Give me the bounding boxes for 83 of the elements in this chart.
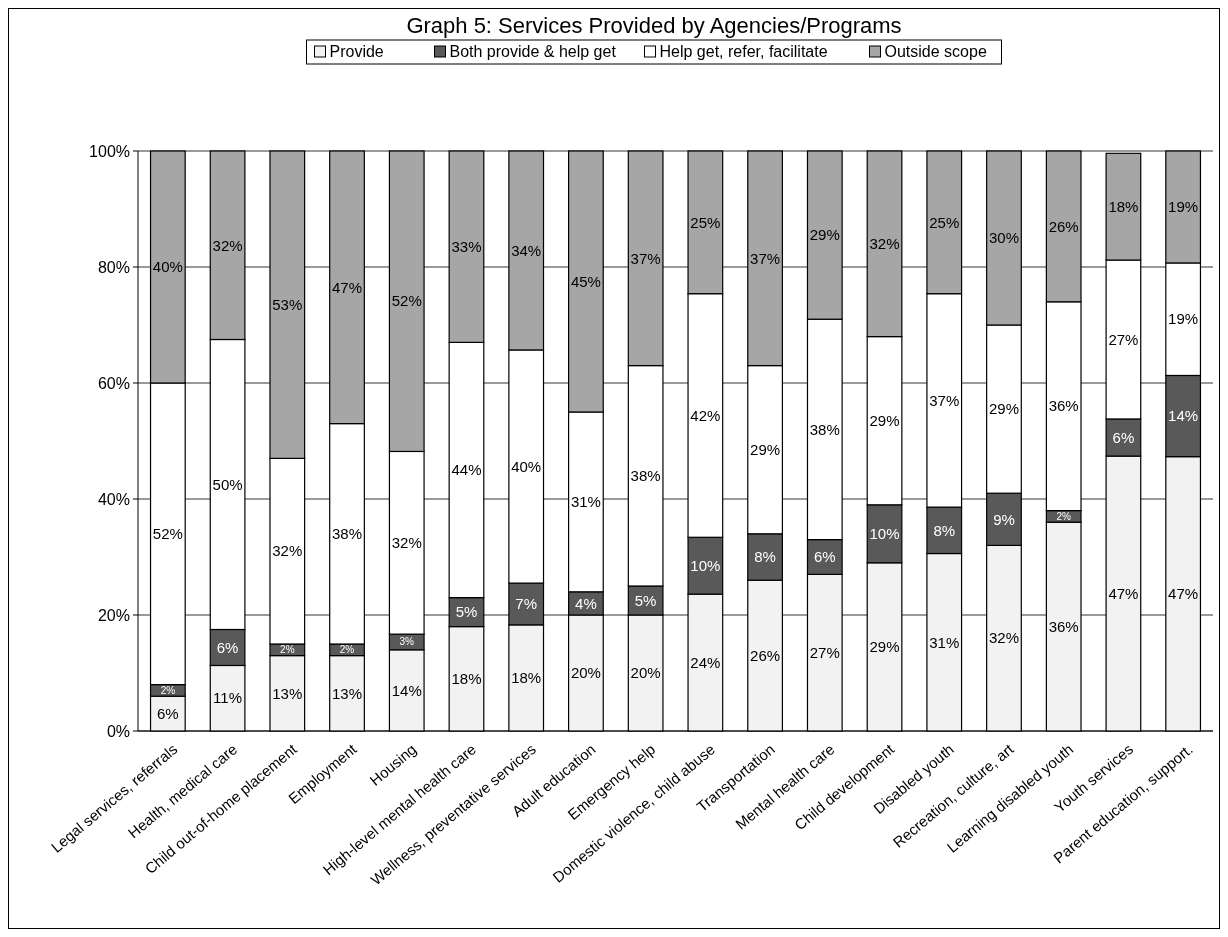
data-label: 40% <box>152 258 183 276</box>
data-label: 27% <box>809 643 840 661</box>
data-label: 38% <box>630 467 661 485</box>
y-tick-label: 100% <box>89 142 130 160</box>
data-label: 20% <box>570 664 601 682</box>
data-label: 2% <box>1056 510 1072 522</box>
data-label: 52% <box>391 292 422 310</box>
data-label: 47% <box>1108 584 1139 602</box>
data-label: 53% <box>272 295 303 313</box>
data-label: 9% <box>993 510 1015 528</box>
data-label: 29% <box>809 226 840 244</box>
data-label: 36% <box>1048 397 1079 415</box>
data-label: 31% <box>570 493 601 511</box>
data-label: 29% <box>750 440 781 458</box>
data-label: 30% <box>988 229 1019 247</box>
data-label: 10% <box>869 525 900 543</box>
data-label: 6% <box>1112 428 1135 446</box>
data-label: 45% <box>570 272 601 290</box>
data-label: 10% <box>690 556 721 574</box>
y-tick-label: 0% <box>106 722 130 740</box>
data-label: 29% <box>869 411 900 429</box>
data-label: 38% <box>809 420 840 438</box>
data-label: 25% <box>929 213 960 231</box>
data-label: 14% <box>1168 407 1199 425</box>
data-label: 44% <box>451 461 482 479</box>
data-label: 13% <box>272 684 303 702</box>
data-label: 32% <box>869 235 900 253</box>
data-label: 2% <box>280 644 295 656</box>
data-label: 32% <box>988 629 1019 647</box>
data-label: 2% <box>160 684 176 696</box>
data-label: 20% <box>630 664 661 682</box>
data-label: 34% <box>511 241 542 259</box>
y-tick-label: 60% <box>97 374 130 392</box>
data-label: 38% <box>332 525 363 543</box>
y-tick-label: 40% <box>97 490 130 508</box>
data-label: 52% <box>152 525 183 543</box>
data-label: 4% <box>575 594 597 612</box>
data-label: 36% <box>1048 617 1079 635</box>
data-label: 3% <box>399 636 415 648</box>
data-label: 8% <box>754 548 776 566</box>
data-label: 37% <box>750 249 781 267</box>
data-label: 32% <box>212 236 243 254</box>
data-label: 11% <box>213 689 243 707</box>
data-label: 18% <box>1108 197 1139 215</box>
legend-label: Provide <box>329 43 384 60</box>
data-label: 47% <box>332 278 363 296</box>
data-label: 33% <box>451 237 482 255</box>
data-label: 26% <box>1048 217 1079 235</box>
y-tick-label: 80% <box>97 258 130 276</box>
data-label: 37% <box>630 249 661 267</box>
data-label: 26% <box>750 646 781 664</box>
y-tick-label: 20% <box>97 606 130 624</box>
data-label: 27% <box>1108 330 1139 348</box>
data-label: 5% <box>634 591 657 609</box>
data-label: 25% <box>690 213 721 231</box>
data-label: 37% <box>929 391 960 409</box>
data-label: 7% <box>515 595 538 613</box>
data-label: 31% <box>929 633 960 651</box>
data-label: 24% <box>690 653 721 671</box>
legend-label: Help get, refer, facilitate <box>659 43 828 60</box>
data-label: 42% <box>690 406 721 424</box>
legend-label: Outside scope <box>884 43 987 60</box>
data-label: 32% <box>391 534 422 552</box>
data-label: 29% <box>869 638 900 656</box>
data-label: 14% <box>391 681 422 699</box>
data-label: 29% <box>988 400 1019 418</box>
data-label: 6% <box>813 548 836 566</box>
data-label: 2% <box>339 644 355 656</box>
chart-title: Graph 5: Services Provided by Agencies/Programs <box>406 13 902 38</box>
data-label: 47% <box>1168 585 1199 603</box>
data-label: 18% <box>451 670 482 688</box>
data-label: 6% <box>157 704 179 722</box>
data-label: 18% <box>511 669 542 687</box>
data-label: 40% <box>511 457 542 475</box>
data-label: 19% <box>1168 310 1199 328</box>
data-label: 5% <box>455 603 478 621</box>
data-label: 6% <box>216 638 239 656</box>
data-label: 32% <box>272 542 303 560</box>
legend-label: Both provide & help get <box>449 43 617 60</box>
data-label: 50% <box>212 475 243 493</box>
data-label: 13% <box>332 684 363 702</box>
data-label: 8% <box>933 521 956 539</box>
data-label: 19% <box>1168 198 1199 216</box>
